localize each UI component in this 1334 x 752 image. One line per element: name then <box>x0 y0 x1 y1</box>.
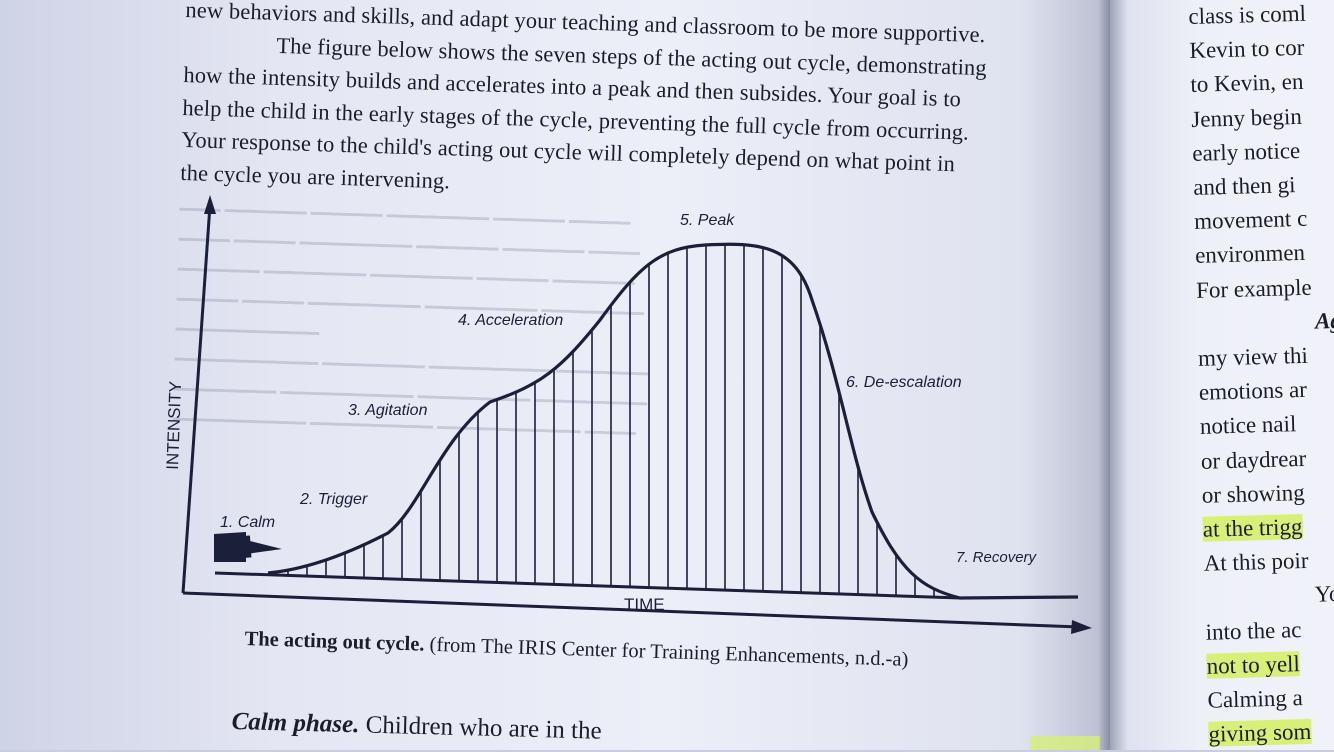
text-line: At this poir <box>1203 548 1309 577</box>
right-page-text: class is coml Kevin to cor to Kevin, en … <box>1188 0 1334 752</box>
right-page <box>1110 0 1334 750</box>
x-axis-arrow <box>1071 620 1092 634</box>
stage-label-peak: 5. Peak <box>680 212 735 229</box>
highlighted-line: not to yell <box>1206 645 1334 684</box>
text-line: Kevin to cor <box>1189 34 1305 64</box>
y-axis <box>181 204 212 594</box>
text-line: You <box>1314 581 1334 608</box>
curve-baseline <box>214 571 961 600</box>
text-line: movement c <box>1193 205 1308 235</box>
highlighted-text: giving som <box>1208 719 1312 747</box>
stage-label-agitation: 3. Agitation <box>348 402 428 419</box>
stage-label-trigger: 2. Trigger <box>299 491 368 508</box>
stage-label-recovery: 7. Recovery <box>956 549 1038 566</box>
intensity-curve <box>267 242 1079 600</box>
text-line: or showing <box>1201 479 1306 508</box>
text-line: or daydrear <box>1200 445 1307 474</box>
stage-label-calm: 1. Calm <box>220 514 275 531</box>
highlighted-text: not to yell <box>1206 650 1301 679</box>
calm-arrow-shaft <box>213 535 252 560</box>
highlighted-line: giving som <box>1208 714 1334 752</box>
curve-hatching <box>287 244 935 598</box>
section-heading: Ag <box>1314 307 1334 334</box>
highlighted-line: at the trigg <box>1202 508 1334 547</box>
text-line: notice nail <box>1199 411 1297 440</box>
text-line: to Kevin, en <box>1190 69 1304 98</box>
text-line: emotions ar <box>1198 377 1308 406</box>
text-line: early notice <box>1191 137 1301 166</box>
marker-highlight <box>1030 736 1100 750</box>
stage-label-de-escalation: 6. De-escalation <box>846 374 962 391</box>
section-heading: Calm phase. <box>231 708 360 739</box>
text-line: Calming a <box>1207 685 1304 713</box>
x-axis <box>182 591 1081 629</box>
text-line: Jenny begin <box>1190 103 1303 132</box>
left-page: new behaviors and skills, and adapt your… <box>0 0 1110 750</box>
y-axis-label: INTENSITY <box>163 381 185 470</box>
acting-out-cycle-figure: INTENSITY TIME 1. Calm 2. Trigger 3. Agi… <box>163 195 1092 634</box>
text-line: my view thi <box>1197 342 1309 371</box>
text-line: and then gi <box>1192 172 1296 200</box>
highlighted-text: at the trigg <box>1202 514 1303 542</box>
text-line: environmen <box>1194 240 1306 269</box>
text-line: into the ac <box>1205 616 1302 645</box>
text-line: class is coml <box>1188 0 1307 29</box>
x-axis-label: TIME <box>624 595 665 614</box>
stage-label-acceleration: 4. Acceleration <box>458 312 563 329</box>
section-text: Children who are in the <box>359 711 602 745</box>
text-line: For example <box>1195 274 1313 303</box>
y-axis-arrow <box>204 195 216 214</box>
caption-title: The acting out cycle. <box>244 628 425 656</box>
